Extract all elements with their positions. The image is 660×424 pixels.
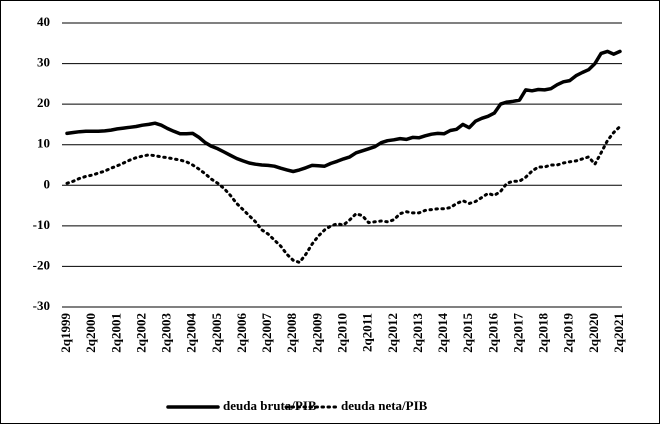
x-tick-label: 2q1999 <box>58 313 73 353</box>
x-tick-label: 2q2001 <box>108 313 123 353</box>
x-tick-label: 2q2003 <box>159 313 174 353</box>
x-tick-label: 2q2006 <box>234 313 249 353</box>
x-tick-label: 2q2012 <box>385 313 400 353</box>
line-series <box>65 49 622 174</box>
x-tick-label: 2q2011 <box>360 313 375 352</box>
x-tick-label: 2q2019 <box>561 313 576 353</box>
x-tick-label: 2q2018 <box>536 313 551 353</box>
line-series <box>65 125 622 264</box>
y-tick-label: -30 <box>33 298 50 313</box>
y-tick-label: -20 <box>33 257 50 272</box>
x-tick-label: 2q2000 <box>83 313 98 353</box>
x-tick-label: 2q2005 <box>209 313 224 353</box>
x-tick-label: 2q2008 <box>284 313 299 353</box>
x-tick-label: 2q2013 <box>410 313 425 353</box>
x-tick-label: 2q2020 <box>586 313 601 353</box>
y-tick-label: 40 <box>37 14 50 29</box>
x-tick-label: 2q2002 <box>133 313 148 353</box>
y-tick-label: 10 <box>37 136 50 151</box>
y-tick-label: 20 <box>37 95 50 110</box>
x-tick-label: 2q2014 <box>435 313 450 353</box>
y-tick-label: 0 <box>44 176 51 191</box>
x-tick-label: 2q2004 <box>184 313 199 353</box>
x-tick-label: 2q2021 <box>611 313 626 353</box>
y-tick-label: -10 <box>33 217 50 232</box>
x-tick-label: 2q2007 <box>259 313 274 353</box>
legend-label: deuda bruta/PIB <box>223 398 317 413</box>
x-tick-label: 2q2010 <box>334 313 349 353</box>
x-tick-label: 2q2016 <box>485 313 500 353</box>
x-tick-label: 2q2009 <box>309 313 324 353</box>
x-tick-label: 2q2017 <box>510 313 525 353</box>
y-tick-label: 30 <box>37 55 50 70</box>
legend-label: deuda neta/PIB <box>341 398 428 413</box>
x-tick-label: 2q2015 <box>460 313 475 353</box>
